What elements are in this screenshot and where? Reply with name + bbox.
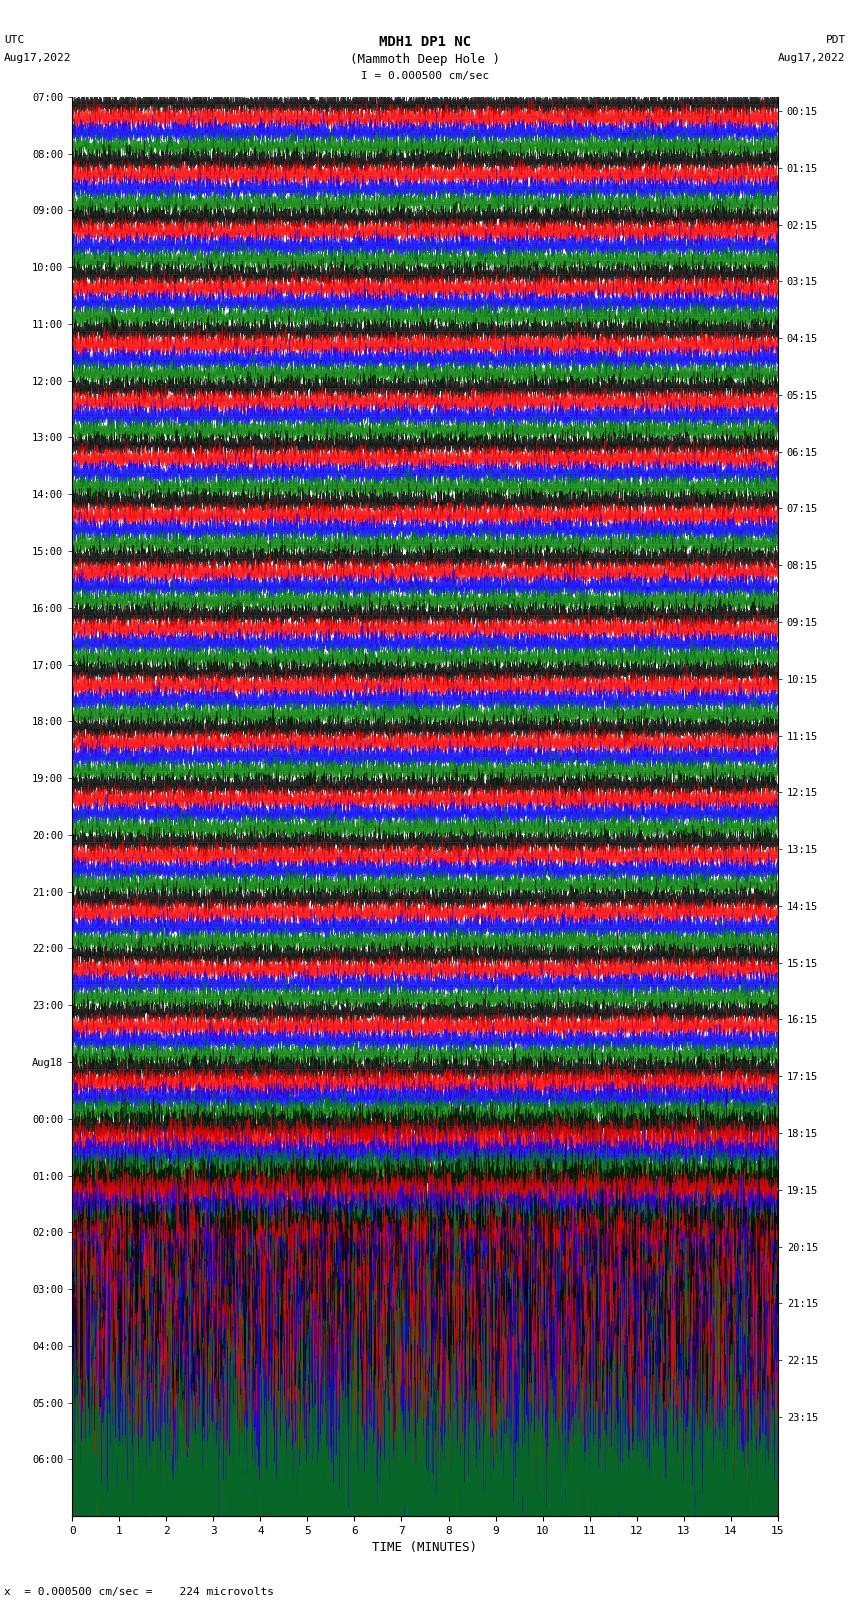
Text: MDH1 DP1 NC: MDH1 DP1 NC: [379, 35, 471, 50]
Text: x  = 0.000500 cm/sec =    224 microvolts: x = 0.000500 cm/sec = 224 microvolts: [4, 1587, 275, 1597]
Text: (Mammoth Deep Hole ): (Mammoth Deep Hole ): [350, 53, 500, 66]
Text: Aug17,2022: Aug17,2022: [4, 53, 71, 63]
Text: Aug17,2022: Aug17,2022: [779, 53, 846, 63]
Text: UTC: UTC: [4, 35, 25, 45]
Text: I = 0.000500 cm/sec: I = 0.000500 cm/sec: [361, 71, 489, 81]
Text: PDT: PDT: [825, 35, 846, 45]
X-axis label: TIME (MINUTES): TIME (MINUTES): [372, 1542, 478, 1555]
